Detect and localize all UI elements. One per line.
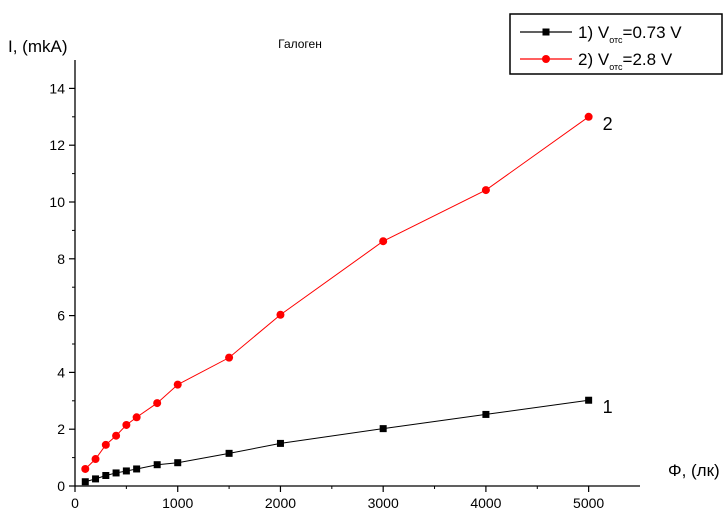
y-tick-label: 12	[49, 137, 65, 153]
legend-label-subscript: отс	[609, 62, 623, 72]
data-point	[81, 478, 89, 486]
x-tick-label: 1000	[162, 495, 193, 511]
data-point	[173, 380, 182, 389]
series-2	[81, 112, 593, 473]
series-end-label: 2	[603, 114, 613, 134]
legend-entry-2: 2) Vотс=2.8 V	[520, 50, 673, 72]
data-point	[122, 420, 131, 429]
data-point	[379, 237, 388, 246]
data-point	[482, 410, 490, 418]
y-axis-title: I, (mkA)	[8, 37, 68, 56]
data-point	[276, 439, 284, 447]
legend-label-main: 1) V	[578, 23, 610, 42]
data-point	[81, 464, 90, 473]
data-point	[101, 440, 110, 449]
data-point	[276, 310, 285, 319]
legend: 1) Vотс=0.73 V2) Vотс=2.8 V	[509, 13, 723, 75]
series-line	[85, 399, 589, 483]
legend-entry-1: 1) Vотс=0.73 V	[520, 23, 682, 45]
axes	[74, 60, 640, 487]
data-point	[481, 186, 490, 195]
data-point	[91, 455, 100, 464]
series-end-label: 1	[603, 397, 613, 417]
legend-marker	[542, 28, 550, 36]
y-tick-label: 0	[57, 478, 65, 494]
data-point	[132, 413, 141, 422]
x-tick-label: 3000	[368, 495, 399, 511]
series-end-labels: 12	[603, 114, 613, 417]
legend-marker	[542, 55, 550, 63]
ticks: 0 1000 2000 3000 4000 5000 0 2 4 6 8 10 12 14	[49, 80, 604, 511]
y-tick-label: 8	[57, 251, 65, 267]
series-1	[81, 396, 593, 486]
legend-label-subscript: отс	[609, 35, 623, 45]
y-tick-label: 14	[49, 80, 65, 96]
legend-label: 1) Vотс=0.73 V	[578, 23, 682, 45]
x-axis-title: Φ, (лк)	[668, 461, 720, 480]
data-point	[133, 465, 141, 473]
data-point	[112, 431, 121, 440]
x-tick-label: 4000	[470, 495, 501, 511]
legend-label-value: =2.8 V	[623, 50, 673, 69]
y-tick-label: 4	[57, 364, 65, 380]
data-point	[585, 396, 593, 404]
data-point	[174, 459, 182, 467]
legend-box	[509, 13, 723, 75]
y-tick-label: 2	[57, 421, 65, 437]
series-layer	[81, 112, 593, 486]
data-point	[122, 467, 130, 475]
x-tick-label: 5000	[573, 495, 604, 511]
y-tick-label: 10	[49, 194, 65, 210]
data-point	[584, 112, 593, 121]
x-tick-label: 2000	[265, 495, 296, 511]
legend-label-value: =0.73 V	[623, 23, 683, 42]
data-point	[225, 449, 233, 457]
data-point	[153, 461, 161, 469]
legend-label: 2) Vотс=2.8 V	[578, 50, 673, 72]
data-point	[153, 399, 162, 408]
data-point	[92, 475, 100, 483]
series-line	[84, 116, 589, 470]
data-point	[102, 471, 110, 479]
y-tick-label: 6	[57, 308, 65, 324]
chart-title: Галоген	[278, 37, 322, 51]
data-point	[379, 425, 387, 433]
data-point	[112, 469, 120, 477]
legend-label-main: 2) V	[578, 50, 610, 69]
data-point	[225, 353, 234, 362]
x-tick-label: 0	[71, 495, 79, 511]
